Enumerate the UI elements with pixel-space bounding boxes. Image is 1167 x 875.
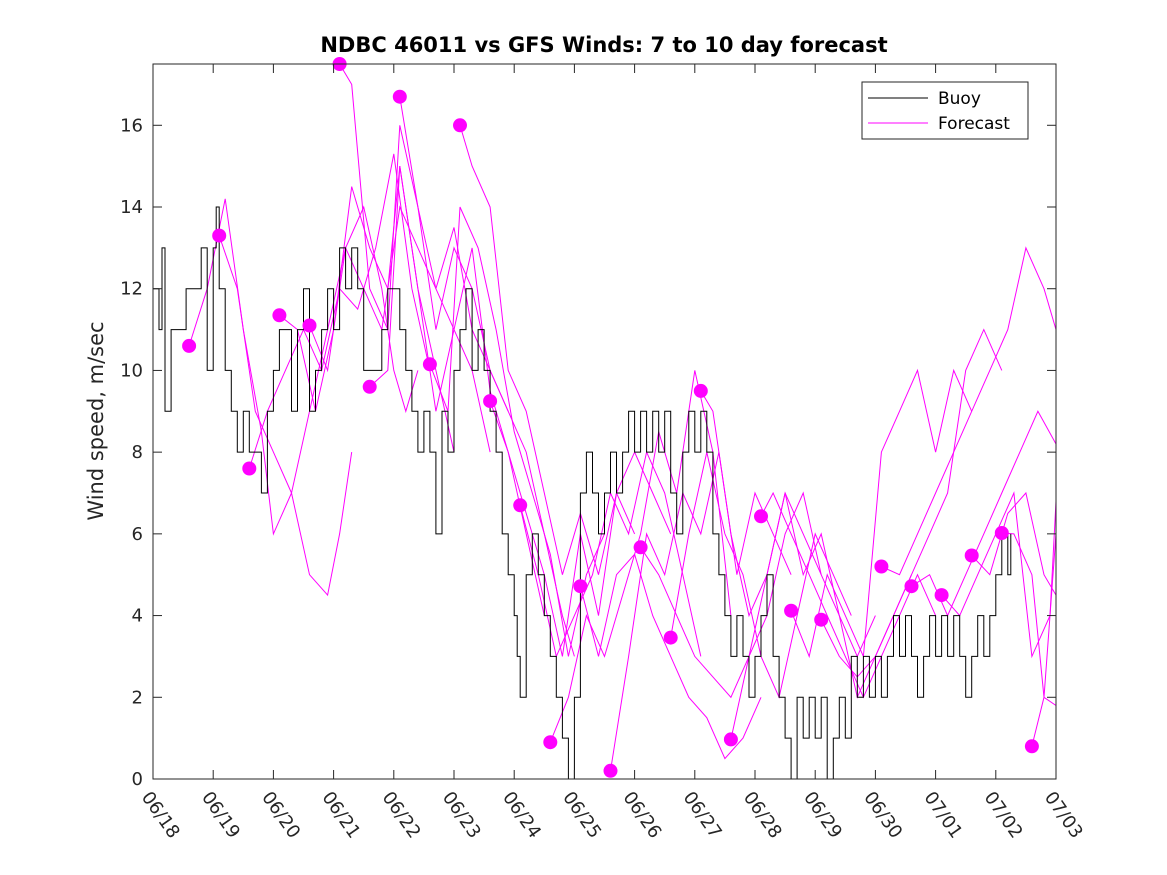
forecast-markers xyxy=(182,57,1039,778)
forecast-line-23 xyxy=(911,410,1057,617)
y-tick-label: 14 xyxy=(120,197,143,218)
forecast-marker-19 xyxy=(754,509,768,524)
legend-forecast-label: Forecast xyxy=(938,114,1010,134)
y-tick-label: 10 xyxy=(120,360,143,381)
forecast-marker-16 xyxy=(663,630,678,645)
forecast-line-22 xyxy=(881,246,1057,576)
forecast-marker-24 xyxy=(934,588,949,603)
forecast-marker-3 xyxy=(272,308,287,323)
forecast-line-26 xyxy=(1001,532,1057,706)
forecast-marker-22 xyxy=(874,559,889,574)
forecast-marker-12 xyxy=(543,735,558,750)
forecast-marker-2 xyxy=(242,461,257,476)
y-axis-label: Wind speed, m/sec xyxy=(84,321,108,520)
forecast-marker-11 xyxy=(513,498,528,513)
forecast-marker-1 xyxy=(212,228,227,243)
forecast-marker-10 xyxy=(483,394,498,409)
forecast-marker-6 xyxy=(362,379,377,394)
forecast-line-9 xyxy=(459,125,636,575)
legend-buoy-label: Buoy xyxy=(938,89,981,109)
forecast-marker-13 xyxy=(573,579,588,594)
forecast-marker-9 xyxy=(453,118,467,133)
plot-area xyxy=(153,57,1057,780)
forecast-marker-23 xyxy=(904,579,919,594)
forecast-marker-20 xyxy=(784,603,799,618)
forecast-marker-8 xyxy=(422,357,437,372)
legend-box xyxy=(861,81,1029,140)
forecast-marker-18 xyxy=(723,732,738,747)
y-tick-label: 6 xyxy=(132,524,143,545)
forecast-marker-26 xyxy=(994,526,1009,540)
forecast-line-19 xyxy=(760,491,937,699)
forecast-line-25 xyxy=(971,491,1057,596)
forecast-line-27 xyxy=(1031,533,1057,747)
forecast-line-20 xyxy=(790,368,973,659)
axes-box xyxy=(152,63,1057,780)
forecast-line-6 xyxy=(369,166,545,616)
forecast-marker-21 xyxy=(814,612,829,627)
forecast-marker-4 xyxy=(302,318,317,333)
y-tick-label: 8 xyxy=(132,442,143,463)
forecast-line-14 xyxy=(610,451,792,771)
forecast-line-8 xyxy=(429,206,605,657)
forecast-marker-27 xyxy=(1024,739,1039,754)
y-tick-label: 0 xyxy=(132,769,143,790)
forecast-line-13 xyxy=(579,553,762,760)
forecast-marker-0 xyxy=(182,338,197,353)
y-tick-label: 4 xyxy=(132,606,143,627)
chart-title: NDBC 46011 vs GFS Winds: 7 to 10 day for… xyxy=(320,33,887,57)
forecast-marker-17 xyxy=(693,383,708,398)
y-axis-ticks: 0 2 4 6 8 10 12 14 16 xyxy=(120,115,1056,790)
y-tick-label: 16 xyxy=(120,115,143,136)
forecast-marker-7 xyxy=(392,89,407,104)
forecast-marker-15 xyxy=(633,540,648,555)
forecast-line-24 xyxy=(941,491,1057,659)
y-tick-label: 12 xyxy=(120,279,143,300)
forecast-marker-25 xyxy=(964,548,979,563)
legend: Buoy Forecast xyxy=(861,81,1029,140)
forecast-marker-14 xyxy=(603,763,618,778)
y-tick-label: 2 xyxy=(132,687,143,708)
